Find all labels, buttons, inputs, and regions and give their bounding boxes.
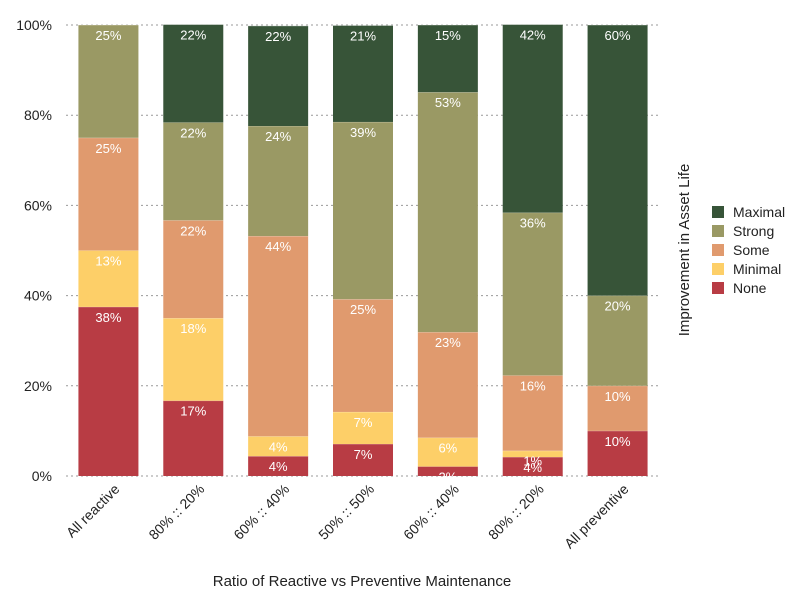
x-tick-label: 80% :: 20% [485, 481, 547, 543]
bar-segment-strong [163, 122, 224, 221]
data-label: 22% [180, 223, 206, 238]
x-tick-label: All reactive [63, 481, 123, 541]
bar-segment-maximal [333, 25, 393, 122]
legend-swatch-strong [712, 225, 724, 237]
y-tick-label: 100% [16, 17, 52, 33]
data-label: 22% [180, 125, 206, 140]
y-tick-label: 80% [24, 107, 52, 123]
x-tick-label: 50% :: 50% [315, 481, 377, 543]
bar-segment-none [502, 457, 563, 476]
bar-segment-some [417, 332, 478, 438]
bar-segment-none [417, 466, 478, 476]
bar-segment-strong [587, 295, 648, 386]
bar-segment-strong [78, 25, 139, 138]
y-tick-label: 40% [24, 288, 52, 304]
bar-segment-minimal [78, 250, 139, 307]
bar-segment-minimal [417, 437, 478, 467]
x-tick-label: 80% :: 20% [145, 481, 207, 543]
data-label: 6% [438, 441, 457, 456]
data-label: 24% [265, 129, 291, 144]
bar-segment-strong [417, 92, 478, 333]
data-label: 10% [605, 434, 631, 449]
legend-label-some: Some [733, 242, 770, 258]
x-tick-label: 60% :: 40% [400, 481, 462, 543]
legend-title: Improvement in Asset Life [676, 164, 693, 337]
data-label: 15% [435, 28, 461, 43]
data-label: 4% [269, 439, 288, 454]
bar-segment-some [587, 385, 648, 431]
bar-segment-minimal [333, 411, 393, 444]
bar-segment-maximal [248, 25, 309, 127]
bar-segment-maximal [417, 25, 478, 93]
data-label: 7% [354, 447, 373, 462]
data-label: 2% [438, 470, 457, 485]
bar-segment-maximal [502, 24, 563, 213]
y-axis-ticks: 0% 20% 40% 60% 80% 100% [16, 17, 52, 484]
data-label: 25% [95, 28, 121, 43]
data-label: 44% [265, 239, 291, 254]
data-label: 42% [520, 28, 546, 43]
bar-segment-strong [502, 212, 563, 376]
bar-segment-maximal [587, 25, 648, 296]
data-label: 38% [95, 310, 121, 325]
data-label: 39% [350, 125, 376, 140]
bar-segment-some [78, 137, 139, 251]
data-label: 23% [435, 335, 461, 350]
data-label: 25% [350, 302, 376, 317]
data-label: 60% [605, 28, 631, 43]
legend-label-none: None [733, 280, 767, 296]
legend-label-maximal: Maximal [733, 204, 785, 220]
x-tick-label: 60% :: 40% [230, 481, 292, 543]
data-label: 25% [95, 141, 121, 156]
legend-label-minimal: Minimal [733, 261, 781, 277]
data-label: 4% [269, 459, 288, 474]
bar-segment-minimal [502, 450, 563, 458]
data-label: 4% [523, 460, 542, 475]
bar-segment-minimal [248, 436, 309, 457]
data-label: 21% [350, 28, 376, 43]
bar-segment-strong [248, 126, 309, 237]
data-label: 16% [520, 378, 546, 393]
legend-swatch-minimal [712, 263, 724, 275]
bar-segment-maximal [163, 24, 224, 123]
data-label: 17% [180, 404, 206, 419]
bar-segment-none [248, 456, 309, 476]
data-label: 53% [435, 95, 461, 110]
bar-segment-minimal [163, 318, 224, 401]
bar-segment-some [163, 220, 224, 319]
bar-segment-some [248, 236, 309, 437]
data-label: 36% [520, 216, 546, 231]
data-label: 18% [180, 321, 206, 336]
data-label: 13% [95, 254, 121, 269]
data-label: 22% [180, 28, 206, 43]
legend-swatch-maximal [712, 206, 724, 218]
data-label: 7% [354, 415, 373, 430]
bar-segment-none [163, 400, 224, 476]
bar-segment-strong [333, 121, 393, 300]
bar-segment-none [78, 306, 139, 476]
data-label: 20% [605, 299, 631, 314]
bar-segment-none [333, 443, 393, 476]
x-axis-ticks: All reactive 80% :: 20% 60% :: 40% 50% :: 5… [63, 481, 632, 552]
y-tick-label: 0% [32, 468, 52, 484]
y-tick-label: 60% [24, 197, 52, 213]
legend-swatch-some [712, 244, 724, 256]
data-label: 22% [265, 29, 291, 44]
x-axis-title: Ratio of Reactive vs Preventive Maintena… [213, 573, 511, 590]
legend: Maximal Strong Some Minimal None [712, 204, 785, 296]
y-tick-label: 20% [24, 378, 52, 394]
x-tick-label: All preventive [561, 481, 632, 552]
bar-segment-some [502, 375, 563, 451]
bars: 38% 13% 25% 25% 17% 18% 22% 22% 22% 4% 4% 44% 24% 22%… [78, 24, 648, 485]
legend-swatch-none [712, 282, 724, 294]
data-label: 10% [605, 389, 631, 404]
bar-segment-none [587, 430, 648, 476]
data-label: 1% [523, 454, 542, 469]
legend-label-strong: Strong [733, 223, 774, 239]
bar-segment-some [333, 299, 393, 412]
